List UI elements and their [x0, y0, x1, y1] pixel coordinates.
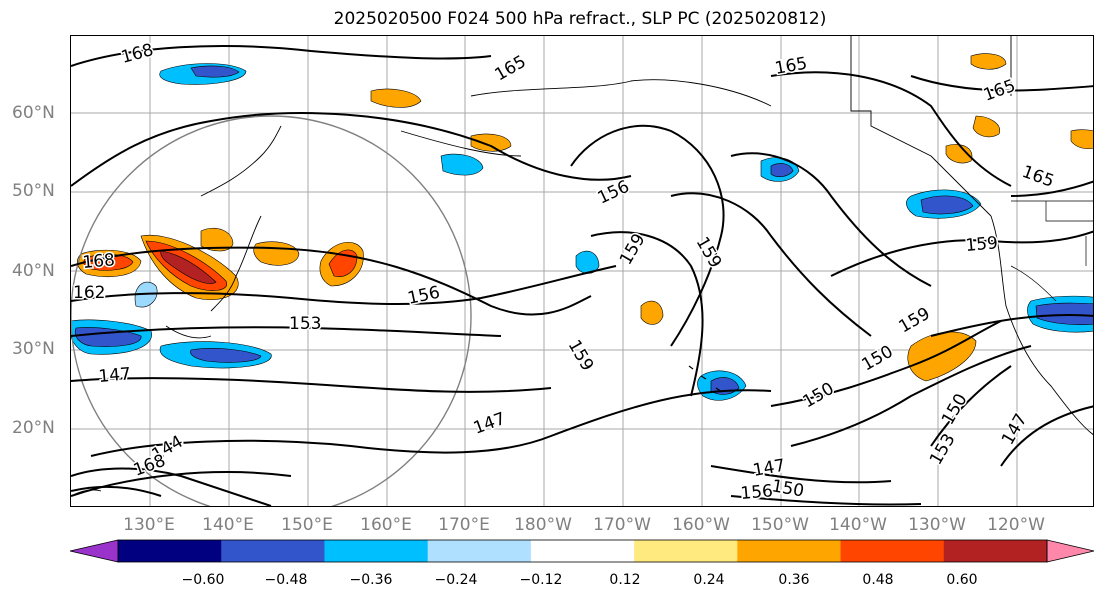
contour-label: 153 [926, 430, 960, 468]
lon-label-170w: 170°W [593, 515, 651, 535]
colorbar-swatch [427, 540, 532, 562]
map-title: 2025020500 F024 500 hPa refract., SLP PC… [333, 9, 827, 29]
colorbar-swatch [118, 540, 222, 562]
colorbar-tick: −0.60 [181, 572, 225, 588]
contour-label: 168 [82, 250, 116, 273]
contour-label: 165 [492, 52, 530, 86]
colorbar-tick: 0.48 [862, 572, 894, 588]
lat-label-50n: 50°N [12, 181, 55, 201]
contour-label: 150 [770, 476, 805, 501]
colorbar-arrow-right [1046, 539, 1095, 563]
lon-label-140w: 140°W [829, 515, 887, 535]
contour-label: 147 [751, 456, 786, 481]
colorbar-border [117, 539, 1048, 563]
state-boundaries [1010, 200, 1093, 302]
contour-label: 156 [740, 481, 774, 504]
lon-label-150w: 150°W [751, 515, 809, 535]
contour-label: 159 [616, 230, 650, 268]
contour-label: 150 [800, 379, 838, 413]
colorbar-swatch [324, 540, 429, 562]
contour-label: 165 [773, 54, 808, 79]
lon-label-170e: 170°E [438, 515, 490, 535]
colorbar-tick: −0.12 [519, 572, 563, 588]
colorbar-tick: −0.36 [349, 572, 393, 588]
lat-label-40n: 40°N [12, 261, 55, 281]
lon-label-150e: 150°E [281, 515, 333, 535]
contour-label: 159 [564, 337, 598, 375]
contour-label: 150 [859, 342, 897, 376]
lon-label-180w: 180°W [514, 515, 572, 535]
contour-label: 150 [938, 390, 972, 428]
contour-label: 147 [471, 409, 508, 439]
colorbar-tick: 0.12 [609, 572, 641, 588]
contour-label: 147 [98, 364, 132, 387]
colorbar-swatch [530, 540, 635, 562]
colorbar-swatches [69, 539, 1095, 563]
colorbar-swatch [840, 540, 945, 562]
colorbar-tick: −0.24 [434, 572, 478, 588]
colorbar-tick: 0.24 [693, 572, 725, 588]
lat-label-20n: 20°N [12, 418, 55, 438]
lon-label-140e: 140°E [202, 515, 254, 535]
coastlines [71, 36, 1093, 497]
colorbar-swatch [943, 540, 1048, 562]
contour-label: 156 [595, 177, 633, 209]
contour-label: 153 [289, 314, 321, 334]
colorbar-tick: 0.36 [778, 572, 810, 588]
colorbar-tick: 0.60 [946, 572, 978, 588]
lon-label-160w: 160°W [672, 515, 730, 535]
contour-label: 162 [73, 283, 105, 303]
colorbar-tick: −0.48 [264, 572, 308, 588]
lon-label-160e: 160°E [360, 515, 412, 535]
contour-label: 156 [406, 283, 442, 309]
contour-label: 165 [1019, 162, 1056, 192]
map-canvas: 168 165 165 165 165 156 159 159 168 162 … [71, 36, 1093, 506]
contour-lines [71, 45, 1093, 506]
contour-label: 159 [896, 304, 934, 338]
map-panel: 168 165 165 165 165 156 159 159 168 162 … [70, 35, 1094, 507]
contour-label: 159 [965, 233, 999, 256]
lat-label-30n: 30°N [12, 339, 55, 359]
lon-label-130e: 130°E [123, 515, 175, 535]
range-ring [71, 115, 472, 506]
contour-label: 165 [981, 76, 1018, 106]
lon-label-120w: 120°W [987, 515, 1045, 535]
lat-label-60n: 60°N [12, 103, 55, 123]
colorbar-swatch [737, 540, 842, 562]
hawaii-islands [688, 365, 723, 393]
colorbar-swatch [221, 540, 325, 562]
lon-label-130w: 130°W [908, 515, 966, 535]
colorbar-arrow-left [69, 539, 119, 563]
colorbar-swatch [634, 540, 738, 562]
